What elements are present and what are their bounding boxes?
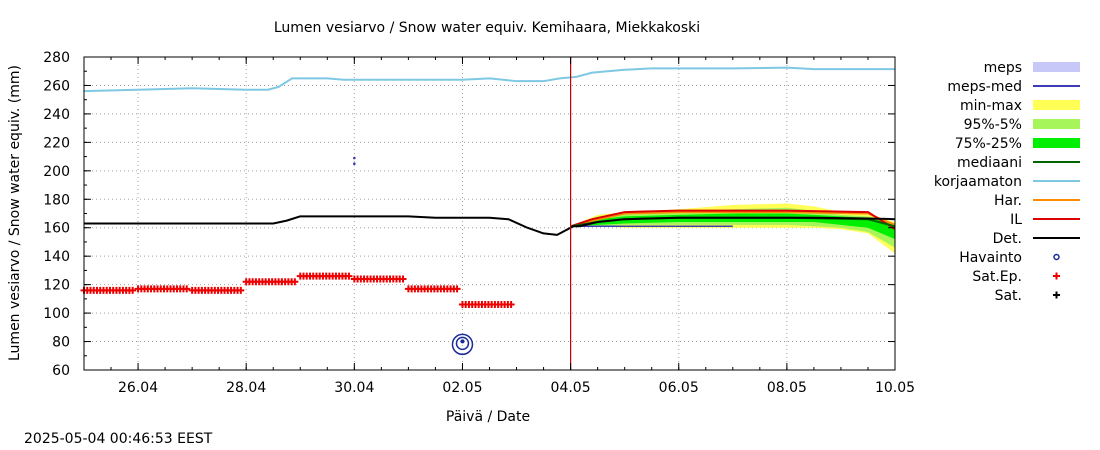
y-tick-label: 160 [43, 221, 70, 237]
series-il [570, 209, 896, 230]
legend-swatch-p95-5 [1033, 119, 1080, 129]
y-tick-label: 260 [43, 78, 70, 94]
y-axis-label: Lumen vesiarvo / Snow water equiv. (mm) [7, 65, 23, 361]
legend-swatch-min-max [1033, 100, 1080, 110]
legend-swatch-sat [1053, 291, 1060, 299]
x-tick-label: 30.04 [334, 380, 374, 396]
x-tick-label: 08.05 [767, 380, 807, 396]
x-tick-label: 06.05 [659, 380, 699, 396]
sat-ep-point [237, 286, 245, 294]
y-tick-label: 200 [43, 164, 70, 180]
legend-label-det: Det. [993, 231, 1022, 247]
meps-point [353, 156, 356, 160]
x-tick-label: 10.05 [875, 380, 915, 396]
y-tick-label: 100 [43, 306, 70, 322]
legend-label-min-max: min-max [960, 98, 1022, 114]
y-tick-label: 240 [43, 107, 70, 123]
havainto-point-inner [455, 336, 470, 351]
timestamp: 2025-05-04 00:46:53 EEST [24, 431, 213, 447]
x-tick-label: 02.05 [442, 380, 482, 396]
y-tick-label: 80 [52, 335, 70, 351]
y-tick-label: 180 [43, 192, 70, 208]
legend-swatch-havainto [1053, 253, 1060, 261]
x-tick-label: 28.04 [226, 380, 266, 396]
x-tick-label: 04.05 [551, 380, 591, 396]
plot-area [80, 57, 896, 370]
y-tick-label: 280 [43, 50, 70, 66]
sat-ep-point [183, 285, 191, 293]
legend-label-p95-5: 95%-5% [964, 117, 1022, 133]
legend-label-p75-25: 75%-25% [955, 136, 1022, 152]
legend-label-il: IL [1010, 212, 1022, 228]
y-tick-label: 60 [52, 363, 70, 379]
sat-ep-point [507, 301, 515, 309]
legend-label-mediaani: mediaani [957, 155, 1022, 171]
havainto-point-dot [460, 339, 465, 344]
legend-label-korjaamaton: korjaamaton [934, 174, 1022, 190]
sat-ep-point [399, 275, 407, 283]
chart-title: Lumen vesiarvo / Snow water equiv. Kemih… [274, 20, 700, 36]
legend-swatch-meps [1033, 62, 1080, 72]
series-har [570, 211, 896, 228]
legend-label-havainto: Havainto [959, 250, 1022, 266]
series-det [84, 215, 896, 236]
series-korjaamaton [83, 66, 895, 93]
x-axis-label: Päivä / Date [446, 409, 530, 425]
band-75-25 [570, 213, 895, 240]
legend: meps meps-med min-max 95%-5% 75%-25% mediaani… [934, 60, 1080, 304]
legend-label-meps-med: meps-med [947, 79, 1022, 95]
y-tick-label: 140 [43, 249, 70, 265]
legend-swatch-p75-25 [1033, 138, 1080, 148]
sat-ep-point [453, 285, 461, 293]
havainto-point [451, 333, 474, 356]
x-tick-label: 26.04 [118, 380, 158, 396]
series-sat-ep [80, 272, 515, 309]
y-tick-label: 220 [43, 135, 70, 151]
meps-point [353, 162, 356, 166]
sat-ep-point [291, 278, 299, 286]
legend-label-satep: Sat.Ep. [972, 269, 1022, 285]
axes: 60 80 100 120 140 160 180 200 220 240 260 280 26.04 2… [43, 50, 915, 396]
legend-label-meps: meps [984, 60, 1022, 76]
legend-label-har: Har. [994, 193, 1022, 209]
legend-swatch-satep [1053, 272, 1060, 280]
legend-label-sat: Sat. [995, 288, 1022, 304]
sat-ep-point [129, 286, 137, 294]
y-tick-label: 120 [43, 278, 70, 294]
sat-ep-point [345, 272, 353, 280]
